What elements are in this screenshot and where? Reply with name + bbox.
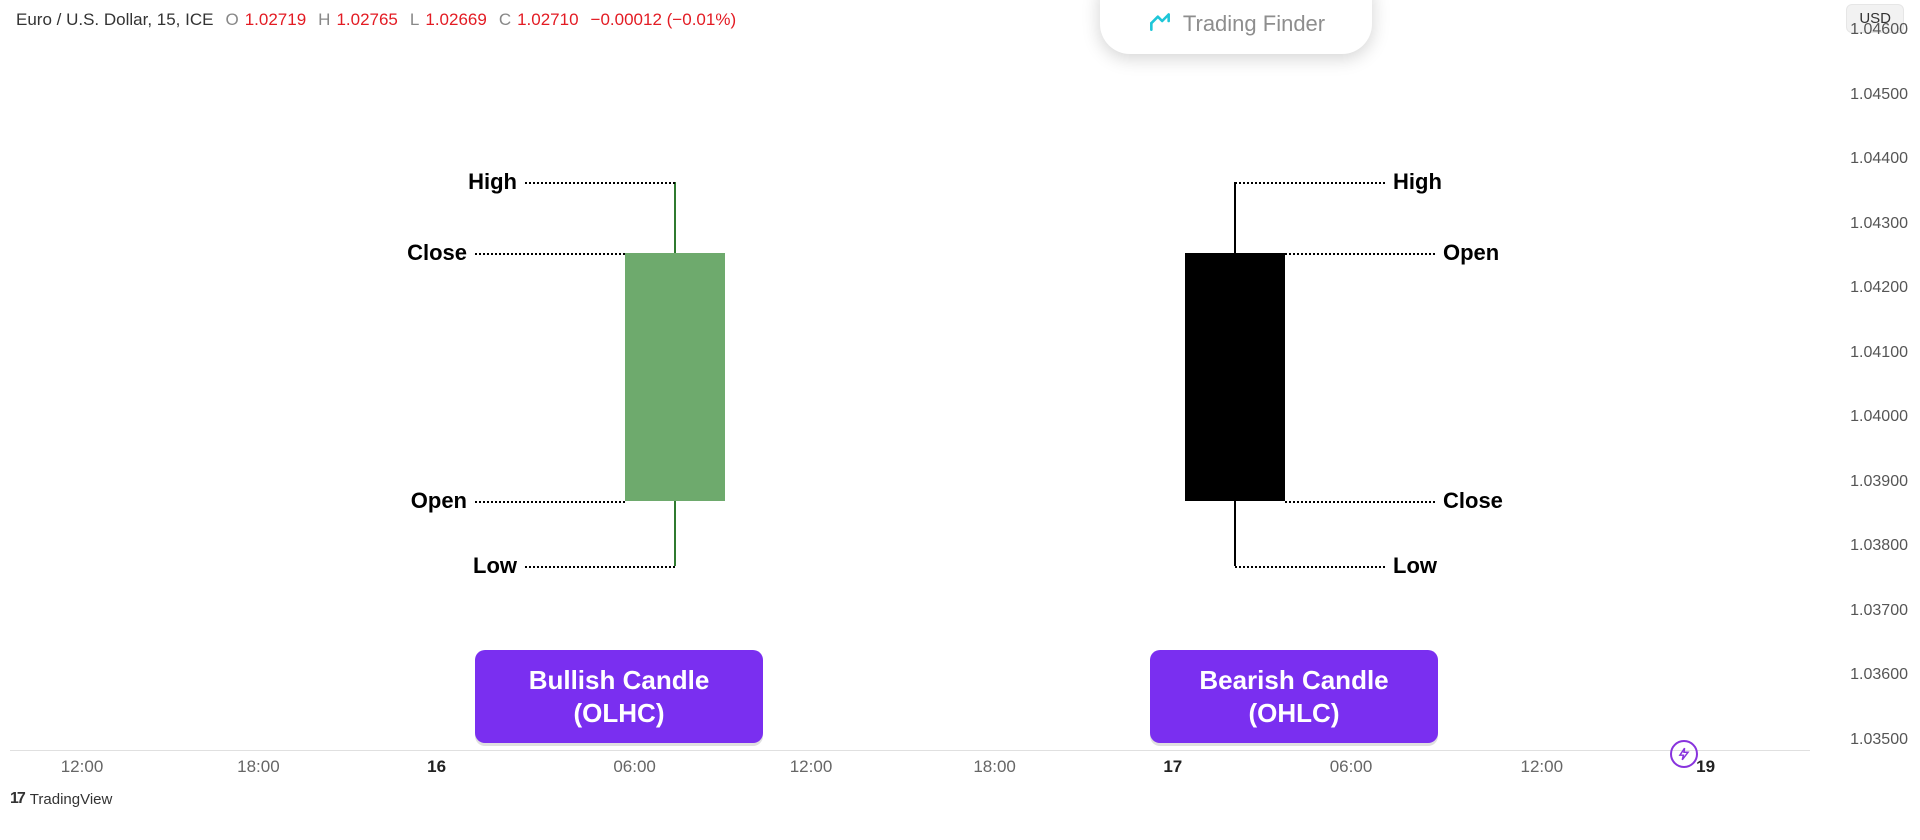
pill-code: (OLHC) xyxy=(503,697,735,730)
leader-line xyxy=(475,501,625,503)
y-tick: 1.03600 xyxy=(1850,666,1908,684)
y-tick: 1.04000 xyxy=(1850,408,1908,426)
annot-low: Low xyxy=(1393,553,1437,579)
leader-line xyxy=(525,566,675,568)
tradingview-logo-icon: 17 xyxy=(10,790,24,808)
annot-high: High xyxy=(1393,169,1442,195)
bearish-candle xyxy=(1185,30,1285,740)
y-axis: 1.046001.045001.044001.043001.042001.041… xyxy=(1818,30,1908,740)
candle-body xyxy=(1185,253,1285,502)
x-tick: 12:00 xyxy=(790,757,833,777)
pill-title: Bullish Candle xyxy=(503,664,735,697)
leader-line xyxy=(1235,566,1385,568)
x-tick: 06:00 xyxy=(613,757,656,777)
annot-open: Open xyxy=(411,488,467,514)
annot-low: Low xyxy=(473,553,517,579)
x-tick: 18:00 xyxy=(973,757,1016,777)
bearish-label-pill: Bearish Candle(OHLC) xyxy=(1150,650,1438,743)
l-value: 1.02669 xyxy=(425,10,486,30)
o-label: O xyxy=(225,10,238,30)
chart-area[interactable]: High Close Open Low Bullish Candle(OLHC) High… xyxy=(10,30,1810,740)
y-tick: 1.04600 xyxy=(1850,21,1908,39)
annot-high: High xyxy=(468,169,517,195)
bullish-candle xyxy=(625,30,725,740)
candle-body xyxy=(625,253,725,502)
leader-line xyxy=(1235,182,1385,184)
pill-code: (OHLC) xyxy=(1178,697,1410,730)
leader-line xyxy=(475,253,625,255)
x-tick: 12:00 xyxy=(1521,757,1564,777)
o-value: 1.02719 xyxy=(245,10,306,30)
h-value: 1.02765 xyxy=(336,10,397,30)
leader-line xyxy=(525,182,675,184)
annot-close: Close xyxy=(407,240,467,266)
c-label: C xyxy=(499,10,511,30)
change-value: −0.00012 (−0.01%) xyxy=(591,10,737,30)
x-tick: 16 xyxy=(427,757,446,777)
leader-line xyxy=(1285,253,1435,255)
l-label: L xyxy=(410,10,419,30)
y-tick: 1.03800 xyxy=(1850,537,1908,555)
y-tick: 1.04100 xyxy=(1850,344,1908,362)
x-tick: 19 xyxy=(1696,757,1715,777)
y-tick: 1.03900 xyxy=(1850,473,1908,491)
tradingview-credit: 17 TradingView xyxy=(10,790,112,808)
bullish-label-pill: Bullish Candle(OLHC) xyxy=(475,650,763,743)
y-tick: 1.03500 xyxy=(1850,731,1908,749)
x-axis: 12:00 18:00 16 06:00 12:00 18:00 17 06:00 12:00 1… xyxy=(10,750,1810,776)
x-tick: 12:00 xyxy=(61,757,104,777)
leader-line xyxy=(1285,501,1435,503)
y-tick: 1.04500 xyxy=(1850,86,1908,104)
x-tick: 17 xyxy=(1163,757,1182,777)
ohlc-header: Euro / U.S. Dollar, 15, ICE O 1.02719 H 1.… xyxy=(16,10,736,30)
y-tick: 1.04200 xyxy=(1850,279,1908,297)
x-tick: 06:00 xyxy=(1330,757,1373,777)
h-label: H xyxy=(318,10,330,30)
y-tick: 1.04300 xyxy=(1850,215,1908,233)
y-tick: 1.03700 xyxy=(1850,602,1908,620)
pill-title: Bearish Candle xyxy=(1178,664,1410,697)
y-tick: 1.04400 xyxy=(1850,150,1908,168)
x-tick: 18:00 xyxy=(237,757,280,777)
annot-open: Open xyxy=(1443,240,1499,266)
c-value: 1.02710 xyxy=(517,10,578,30)
tradingview-text: TradingView xyxy=(30,791,113,808)
bolt-icon[interactable] xyxy=(1670,740,1698,768)
annot-close: Close xyxy=(1443,488,1503,514)
instrument-label: Euro / U.S. Dollar, 15, ICE xyxy=(16,10,213,30)
